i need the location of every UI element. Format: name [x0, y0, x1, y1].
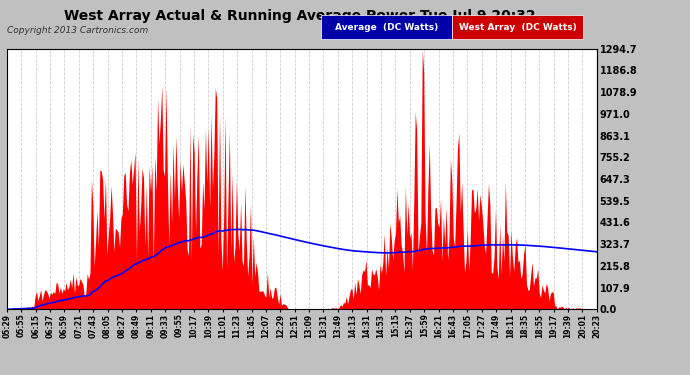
- Text: Average  (DC Watts): Average (DC Watts): [335, 22, 438, 32]
- Text: West Array Actual & Running Average Power Tue Jul 9 20:32: West Array Actual & Running Average Powe…: [64, 9, 536, 23]
- Text: Copyright 2013 Cartronics.com: Copyright 2013 Cartronics.com: [7, 26, 148, 35]
- Text: West Array  (DC Watts): West Array (DC Watts): [459, 22, 576, 32]
